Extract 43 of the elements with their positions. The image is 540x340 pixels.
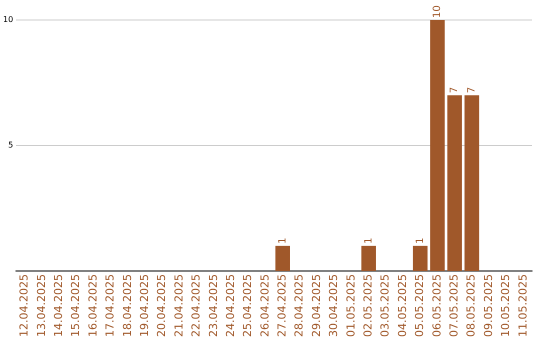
x-tick-label: 11.05.2025 <box>516 274 530 338</box>
x-tick-label: 28.04.2025 <box>292 274 306 338</box>
bar <box>361 246 376 272</box>
data-label: 1 <box>414 238 426 244</box>
x-tick-label: 10.05.2025 <box>499 274 512 338</box>
x-tick-label: 22.04.2025 <box>190 274 203 338</box>
x-tick-label: 24.04.2025 <box>224 274 237 338</box>
x-tick-label: 02.05.2025 <box>362 274 375 338</box>
data-label: 1 <box>277 238 288 244</box>
x-tick-label: 12.04.2025 <box>18 274 31 338</box>
x-tick-label: 18.04.2025 <box>120 274 134 338</box>
data-label: 10 <box>432 5 444 18</box>
y-tick-label: 5 <box>8 140 14 150</box>
x-tick-label: 15.04.2025 <box>69 274 82 338</box>
x-tick-label: 05.05.2025 <box>413 274 426 338</box>
x-tick-label: 30.04.2025 <box>327 274 340 338</box>
bar <box>275 246 290 272</box>
x-tick-label: 04.05.2025 <box>396 274 409 338</box>
x-tick-label: 09.05.2025 <box>482 274 495 338</box>
data-label: 7 <box>466 86 478 94</box>
x-tick-label: 06.05.2025 <box>430 274 444 338</box>
x-tick-label: 26.04.2025 <box>258 274 272 338</box>
data-label: 7 <box>449 86 460 94</box>
x-tick-label: 23.04.2025 <box>206 274 220 338</box>
bar <box>464 95 480 272</box>
x-tick-label: 17.04.2025 <box>104 274 117 338</box>
x-tick-label: 03.05.2025 <box>378 274 392 338</box>
bar <box>447 95 462 272</box>
x-tick-label: 25.04.2025 <box>241 274 254 338</box>
x-tick-label: 21.04.2025 <box>172 274 186 338</box>
x-tick-label: 16.04.2025 <box>86 274 100 338</box>
data-label: 1 <box>363 238 374 244</box>
x-tick-label: 20.04.2025 <box>155 274 168 338</box>
x-tick-label: 29.04.2025 <box>310 274 323 338</box>
bar <box>430 20 445 272</box>
x-tick-label: 07.05.2025 <box>447 274 460 338</box>
bar <box>412 246 428 272</box>
x-tick-label: 01.05.2025 <box>344 274 358 338</box>
x-tick-label: 14.04.2025 <box>52 274 66 338</box>
x-tick-label: 27.04.2025 <box>276 274 289 338</box>
x-tick-label: 19.04.2025 <box>138 274 151 338</box>
x-tick-label: 13.04.2025 <box>34 274 48 338</box>
x-tick-label: 08.05.2025 <box>464 274 478 338</box>
